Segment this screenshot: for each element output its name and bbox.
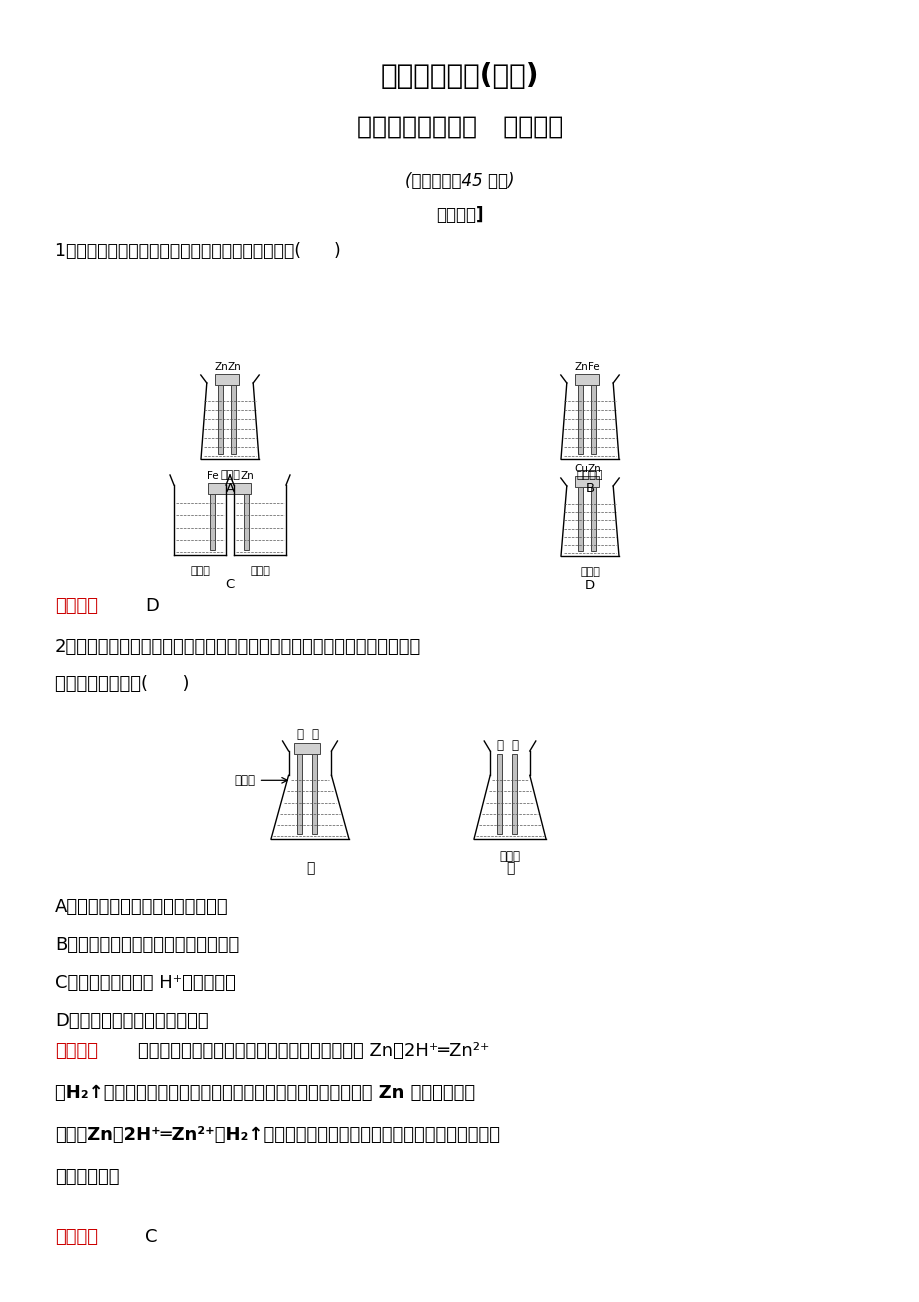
Text: 根据原电池的形成条件，甲是原电池，总反应为 Zn＋2H⁺═Zn²⁺: 根据原电池的形成条件，甲是原电池，总反应为 Zn＋2H⁺═Zn²⁺: [138, 1042, 489, 1060]
Text: 蔗糖溶液: 蔗糖溶液: [576, 470, 603, 480]
Bar: [209, 483, 251, 493]
Text: D．乙装置中化学能转化为电能: D．乙装置中化学能转化为电能: [55, 1012, 209, 1030]
Text: 2．将纯锌片和纯铜片按图示方式插入同浓度同体积的稀硫酸中一段时间，下: 2．将纯锌片和纯铜片按图示方式插入同浓度同体积的稀硫酸中一段时间，下: [55, 638, 421, 656]
Text: 【答案】: 【答案】: [55, 598, 98, 615]
Text: 【解析】: 【解析】: [55, 1042, 98, 1060]
Text: Zn: Zn: [227, 362, 241, 372]
Text: 【答案】: 【答案】: [55, 1228, 98, 1246]
Text: 列叙述中正确的是(      ): 列叙述中正确的是( ): [55, 674, 189, 693]
Text: 稀盐酸: 稀盐酸: [190, 566, 210, 575]
Bar: [294, 742, 320, 754]
Text: Zn: Zn: [240, 471, 254, 480]
Text: C: C: [145, 1228, 157, 1246]
Text: Zn: Zn: [573, 362, 587, 372]
Bar: [497, 754, 502, 835]
Text: 乙: 乙: [505, 861, 514, 875]
Bar: [215, 375, 239, 385]
Bar: [575, 477, 599, 487]
Text: Fe: Fe: [587, 362, 599, 372]
Text: 反应：Zn＋2H⁺═Zn²⁺＋H₂↑；分析可知，甲中铜片上有气泡产生，乙中锌片上: 反应：Zn＋2H⁺═Zn²⁺＋H₂↑；分析可知，甲中铜片上有气泡产生，乙中锌片上: [55, 1126, 499, 1144]
Bar: [591, 385, 596, 454]
Bar: [591, 487, 596, 551]
Bar: [244, 493, 249, 549]
Text: 稀盐酸: 稀盐酸: [250, 566, 269, 575]
Bar: [578, 385, 583, 454]
Bar: [312, 754, 317, 835]
Text: A: A: [225, 482, 234, 495]
Bar: [297, 754, 302, 835]
Text: B．甲中铜片是正极，乙中铜片是负极: B．甲中铜片是正极，乙中铜片是负极: [55, 936, 239, 954]
Bar: [219, 385, 223, 454]
Text: 学业分层测评(十一): 学业分层测评(十一): [380, 62, 539, 90]
Bar: [210, 493, 215, 549]
Text: Zn: Zn: [586, 464, 600, 474]
Text: ＋H₂↑；乙没用导线将两金属片相连，不能形成原电池，只能在 Zn 片上发生置换: ＋H₂↑；乙没用导线将两金属片相连，不能形成原电池，只能在 Zn 片上发生置换: [55, 1085, 474, 1101]
Text: Zn: Zn: [214, 362, 228, 372]
Text: 化学能转化为电能   化学电源: 化学能转化为电能 化学电源: [357, 115, 562, 139]
Text: D: D: [145, 598, 159, 615]
Text: D: D: [584, 579, 595, 592]
Text: 稀硫酸: 稀硫酸: [234, 773, 255, 786]
Text: 稀硫酸: 稀硫酸: [499, 850, 520, 863]
Text: Cu: Cu: [573, 464, 587, 474]
Text: 有气泡产生。: 有气泡产生。: [55, 1168, 119, 1186]
Text: 甲: 甲: [305, 861, 314, 875]
Text: 铜: 铜: [312, 728, 318, 741]
Text: 学业达标]: 学业达标]: [436, 206, 483, 224]
Text: (建议用时：45 分钟): (建议用时：45 分钟): [404, 172, 515, 190]
Text: 铜: 铜: [511, 738, 518, 751]
Text: A．两烧杯中铜片表面均无气泡产生: A．两烧杯中铜片表面均无气泡产生: [55, 898, 229, 917]
Text: 锌: 锌: [496, 738, 503, 751]
Text: 稀盐酸: 稀盐酸: [580, 566, 599, 577]
Text: C．两烧杯的溶液中 H⁺浓度均减小: C．两烧杯的溶液中 H⁺浓度均减小: [55, 974, 235, 992]
Bar: [232, 385, 236, 454]
Bar: [575, 375, 599, 385]
Text: B: B: [584, 482, 594, 495]
Text: 1．如图所示的装置，能够组成原电池产生电流的是(      ): 1．如图所示的装置，能够组成原电池产生电流的是( ): [55, 242, 340, 260]
Text: 锌: 锌: [296, 728, 303, 741]
Text: Fe: Fe: [207, 471, 219, 480]
Bar: [578, 487, 583, 551]
Text: 稀盐酸: 稀盐酸: [220, 470, 240, 480]
Text: C: C: [225, 578, 234, 591]
Bar: [512, 754, 516, 835]
